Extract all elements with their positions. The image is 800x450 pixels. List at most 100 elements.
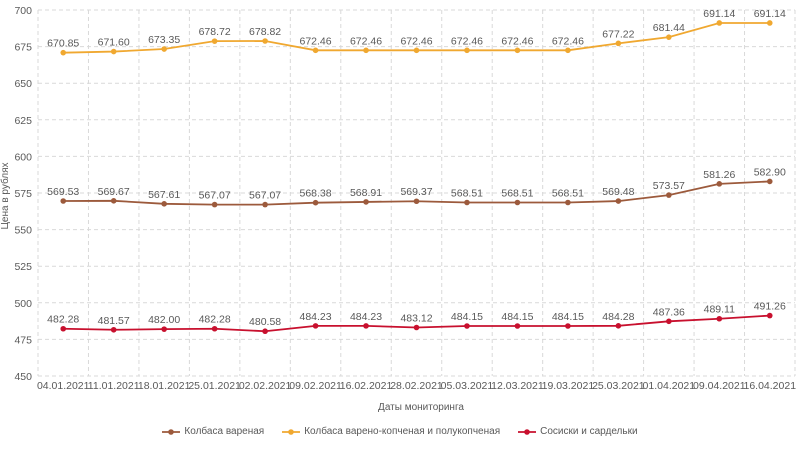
- data-label: 569.67: [98, 186, 130, 198]
- data-label: 673.35: [148, 34, 180, 46]
- legend-item: Колбаса варено-копченая и полукопченая: [282, 426, 500, 437]
- data-point: [363, 47, 369, 54]
- data-label: 672.46: [350, 35, 382, 47]
- data-label: 567.61: [148, 189, 180, 201]
- data-point: [716, 20, 723, 26]
- data-point: [60, 49, 67, 56]
- x-tick-label: 16.02.2021: [340, 380, 393, 392]
- x-tick-label: 11.01.2021: [88, 380, 140, 392]
- legend-swatch-icon: [282, 428, 301, 435]
- data-label: 481.57: [98, 315, 130, 327]
- data-point: [666, 318, 672, 325]
- y-tick-label: 450: [14, 371, 32, 383]
- data-point: [211, 325, 218, 332]
- data-point: [60, 198, 67, 204]
- data-point: [766, 20, 773, 26]
- data-label: 482.28: [47, 314, 79, 326]
- data-point: [716, 181, 723, 187]
- data-label: 678.82: [249, 26, 281, 38]
- x-tick-label: 19.03.2021: [542, 380, 595, 392]
- legend-item: Колбаса вареная: [162, 426, 264, 437]
- data-point: [514, 47, 521, 54]
- x-tick-label: 09.04.2021: [693, 380, 746, 392]
- data-label: 568.51: [552, 188, 584, 200]
- y-tick-label: 675: [14, 42, 32, 54]
- x-tick-label: 12.03.2021: [491, 380, 544, 392]
- legend-swatch-icon: [162, 428, 181, 435]
- data-point: [464, 47, 470, 54]
- data-point: [716, 315, 723, 322]
- data-label: 568.38: [300, 188, 332, 200]
- data-label: 567.07: [199, 190, 231, 202]
- series-1: 569.53 569.67 567.61 567.07 567.07 568.38 568.…: [47, 166, 786, 208]
- data-point: [615, 323, 622, 329]
- data-point: [514, 199, 521, 206]
- legend-label: Колбаса вареная: [184, 426, 265, 437]
- x-tick-label: 25.03.2021: [592, 380, 645, 392]
- data-point: [60, 325, 67, 332]
- data-point: [514, 323, 521, 329]
- y-tick-label: 600: [14, 151, 32, 163]
- data-point: [565, 323, 571, 329]
- data-label: 672.46: [501, 35, 533, 47]
- data-label: 681.44: [653, 22, 685, 34]
- data-point: [312, 47, 319, 54]
- data-point: [312, 199, 319, 206]
- data-label: 489.11: [704, 304, 735, 316]
- data-label: 569.53: [47, 186, 79, 198]
- data-point: [565, 199, 571, 206]
- data-point: [766, 312, 773, 319]
- data-point: [666, 34, 672, 40]
- y-tick-label: 525: [14, 261, 32, 273]
- y-tick-label: 575: [14, 188, 32, 200]
- y-tick-label: 700: [14, 5, 32, 17]
- data-label: 573.57: [653, 180, 685, 192]
- y-axis-label: Цена в рублях: [0, 162, 11, 229]
- data-label: 672.46: [400, 35, 432, 47]
- series-group: 569.53 569.67 567.61 567.07 567.07 568.38 568.…: [47, 8, 786, 335]
- legend-item: Сосиски и сардельки: [518, 426, 638, 437]
- data-point: [161, 201, 167, 207]
- data-label: 672.46: [451, 35, 483, 47]
- data-point: [211, 201, 218, 208]
- series-2: 670.85 671.60 673.35 678.72 678.82 672.46 672.…: [47, 8, 786, 56]
- y-axis-ticks: 450 475 500 525 550 575 600 625 650 675 700: [14, 5, 32, 383]
- data-point: [766, 178, 773, 185]
- data-label: 568.51: [451, 188, 483, 200]
- data-point: [262, 201, 268, 208]
- series-3: 482.28 481.57 482.00 482.28 480.58 484.23 484.…: [47, 301, 786, 335]
- data-label: 582.90: [754, 166, 786, 178]
- data-label: 480.58: [249, 316, 281, 328]
- data-point: [262, 38, 268, 44]
- data-point: [363, 199, 369, 205]
- x-tick-label: 04.01.2021: [37, 380, 90, 392]
- data-point: [211, 38, 218, 44]
- data-point: [161, 326, 167, 332]
- data-label: 691.14: [703, 8, 735, 20]
- data-label: 567.07: [249, 190, 281, 202]
- y-tick-label: 500: [14, 298, 32, 310]
- data-point: [110, 198, 117, 204]
- y-tick-label: 550: [14, 225, 32, 237]
- data-label: 569.37: [400, 186, 432, 198]
- data-label: 581.26: [703, 169, 735, 181]
- data-point: [565, 47, 571, 54]
- data-label: 482.00: [148, 314, 180, 326]
- data-label: 484.28: [602, 311, 634, 323]
- data-point: [110, 48, 117, 55]
- x-axis-ticks: 04.01.202111.01.202118.01.202125.01.2021…: [37, 380, 796, 392]
- x-tick-label: 28.02.2021: [390, 380, 443, 392]
- legend-label: Колбаса варено-копченая и полукопченая: [304, 426, 501, 437]
- data-label: 691.14: [754, 8, 786, 20]
- data-point: [413, 324, 420, 331]
- data-point: [413, 198, 420, 205]
- data-label: 482.28: [199, 314, 231, 326]
- y-tick-label: 475: [14, 334, 32, 346]
- data-label: 484.23: [300, 311, 332, 323]
- data-label: 484.15: [501, 311, 533, 323]
- x-tick-label: 01.04.2021: [643, 380, 696, 392]
- data-label: 677.22: [602, 28, 634, 40]
- data-point: [666, 192, 672, 198]
- x-tick-label: 16.04.2021: [743, 380, 796, 392]
- legend-label: Сосиски и сардельки: [540, 426, 638, 437]
